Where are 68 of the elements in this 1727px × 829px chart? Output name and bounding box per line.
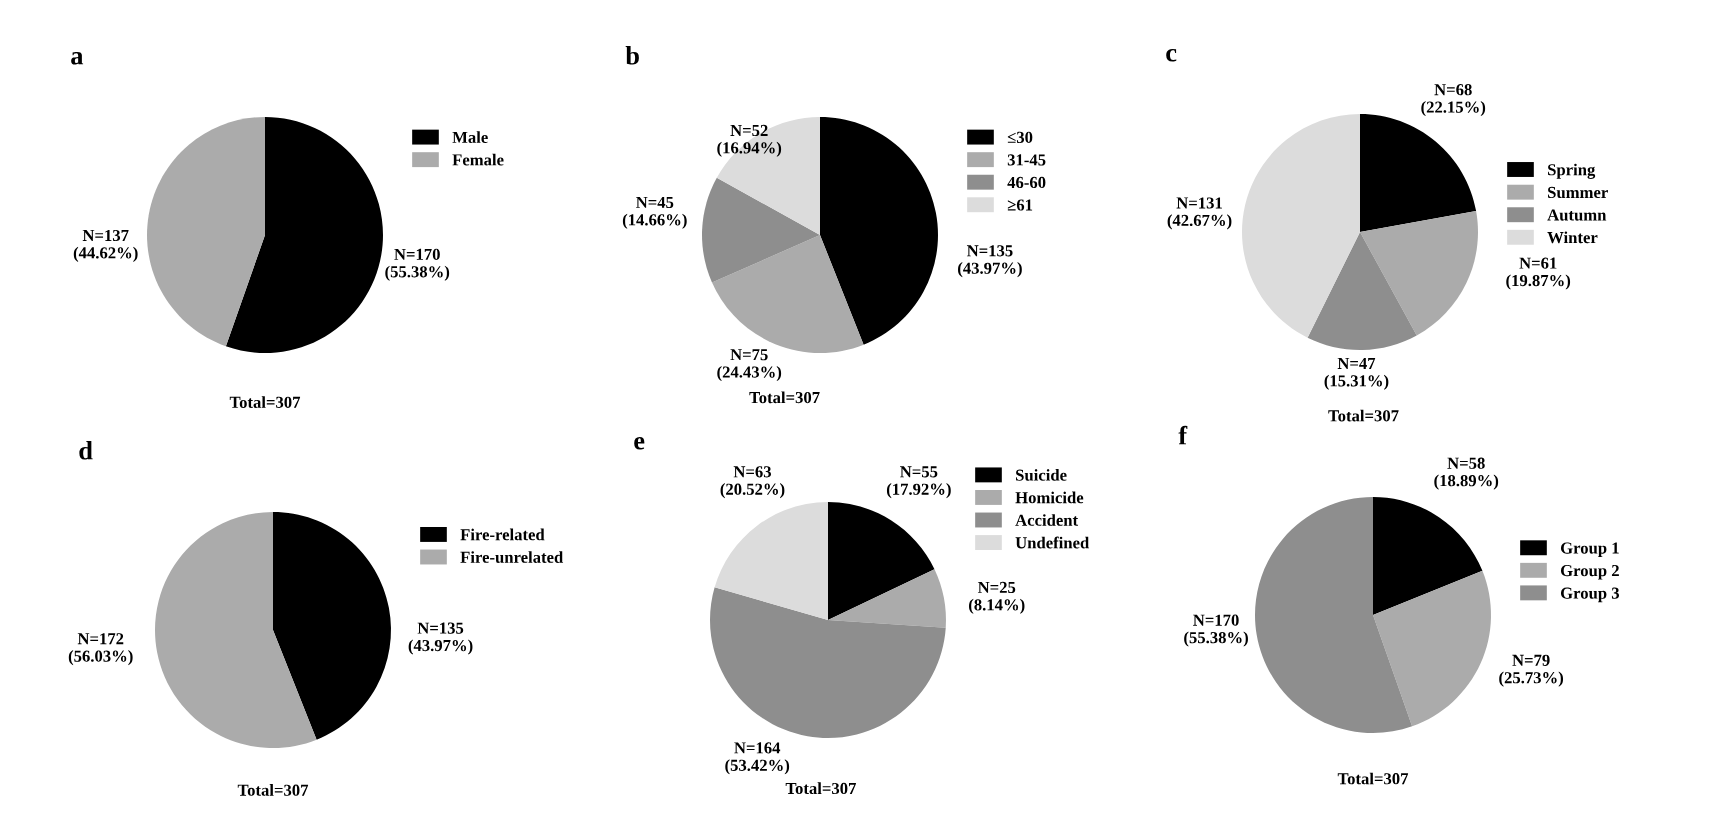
pie-slice — [1307, 232, 1417, 350]
text: Total=307 — [1337, 772, 1409, 785]
chart-title: d — [79, 441, 93, 460]
data-label: N=58 (18.89%) — [1434, 457, 1499, 490]
legend-label: Winter — [1547, 231, 1598, 244]
data-label: N=63 (20.52%) — [720, 466, 785, 499]
legend-label: 46-60 — [1007, 176, 1046, 189]
pie-slice — [1360, 114, 1477, 232]
pie-slice — [1360, 210, 1478, 336]
pie-slice — [1373, 570, 1491, 727]
legend-label: Suicide — [1016, 469, 1067, 481]
chart-title: e — [634, 436, 645, 450]
text: Total=307 — [785, 782, 856, 795]
legend-label: Group 3 — [1560, 587, 1620, 603]
legend-label: Autumn — [1547, 209, 1607, 221]
data-label: N=135 (43.97%) — [958, 245, 1022, 278]
data-label: N=164 (53.42%) — [725, 742, 790, 775]
legend-label: Female — [452, 153, 504, 166]
pie-slice — [710, 587, 946, 738]
text: Total=307 — [1328, 409, 1399, 422]
pie-slice — [1255, 497, 1413, 733]
text: Total=307 — [229, 396, 301, 408]
data-label: N=170 (55.38%) — [385, 248, 450, 281]
legend-label: Group 2 — [1560, 565, 1619, 580]
data-label: N=135 (43.97%) — [408, 622, 473, 655]
data-label: N=79 (25.73%) — [1499, 654, 1564, 687]
legend-label: Homicide — [1015, 491, 1084, 504]
legend-label: Fire-related — [460, 528, 545, 541]
pie-slice — [820, 117, 938, 345]
data-label: N=61 (19.87%) — [1506, 257, 1571, 290]
data-label: N=75 (24.43%) — [717, 349, 782, 382]
data-label: N=172 (56.03%) — [68, 633, 133, 666]
legend-label: Undefined — [1015, 536, 1090, 549]
data-label: N=45 (14.66%) — [622, 196, 687, 229]
data-label: N=170 (55.38%) — [1184, 614, 1248, 647]
chart-title: b — [625, 46, 639, 65]
pie-slice — [828, 502, 935, 620]
pie-slice — [273, 512, 391, 740]
pie-slice — [828, 569, 946, 628]
pie-slice — [714, 502, 828, 620]
pie-slice — [1373, 497, 1483, 615]
pie-slice — [225, 117, 383, 353]
legend-label: ≤30 — [1007, 131, 1033, 143]
legend-label: Spring — [1548, 163, 1596, 179]
data-label: N=131 (42.67%) — [1167, 197, 1232, 230]
pie-slice — [147, 117, 265, 347]
chart-title: c — [1166, 48, 1177, 62]
data-label: N=52 (16.94%) — [717, 124, 782, 157]
text: Total=307 — [749, 391, 820, 404]
text: Total=307 — [237, 784, 309, 796]
legend-label: ≥61 — [1007, 199, 1033, 211]
legend-label: Male — [452, 131, 488, 143]
legend-label: Group 1 — [1560, 542, 1619, 558]
data-label: N=25 (8.14%) — [969, 581, 1025, 614]
pie-slice — [702, 177, 820, 283]
legend-label: Summer — [1548, 186, 1608, 199]
legend-label: Accident — [1015, 514, 1079, 526]
pie-slice — [1242, 114, 1360, 338]
data-label: N=137 (44.62%) — [73, 229, 138, 262]
legend-label: Fire-unrelated — [460, 551, 564, 563]
legend-label: 31-45 — [1007, 154, 1046, 166]
chart-title: a — [71, 51, 84, 65]
data-label: N=55 (17.92%) — [886, 466, 951, 499]
data-label: N=68 (22.15%) — [1421, 84, 1486, 117]
pie-slice — [716, 117, 820, 235]
chart-title: f — [1178, 425, 1188, 445]
data-label: N=47 (15.31%) — [1324, 357, 1389, 390]
pie-slice — [155, 512, 317, 748]
